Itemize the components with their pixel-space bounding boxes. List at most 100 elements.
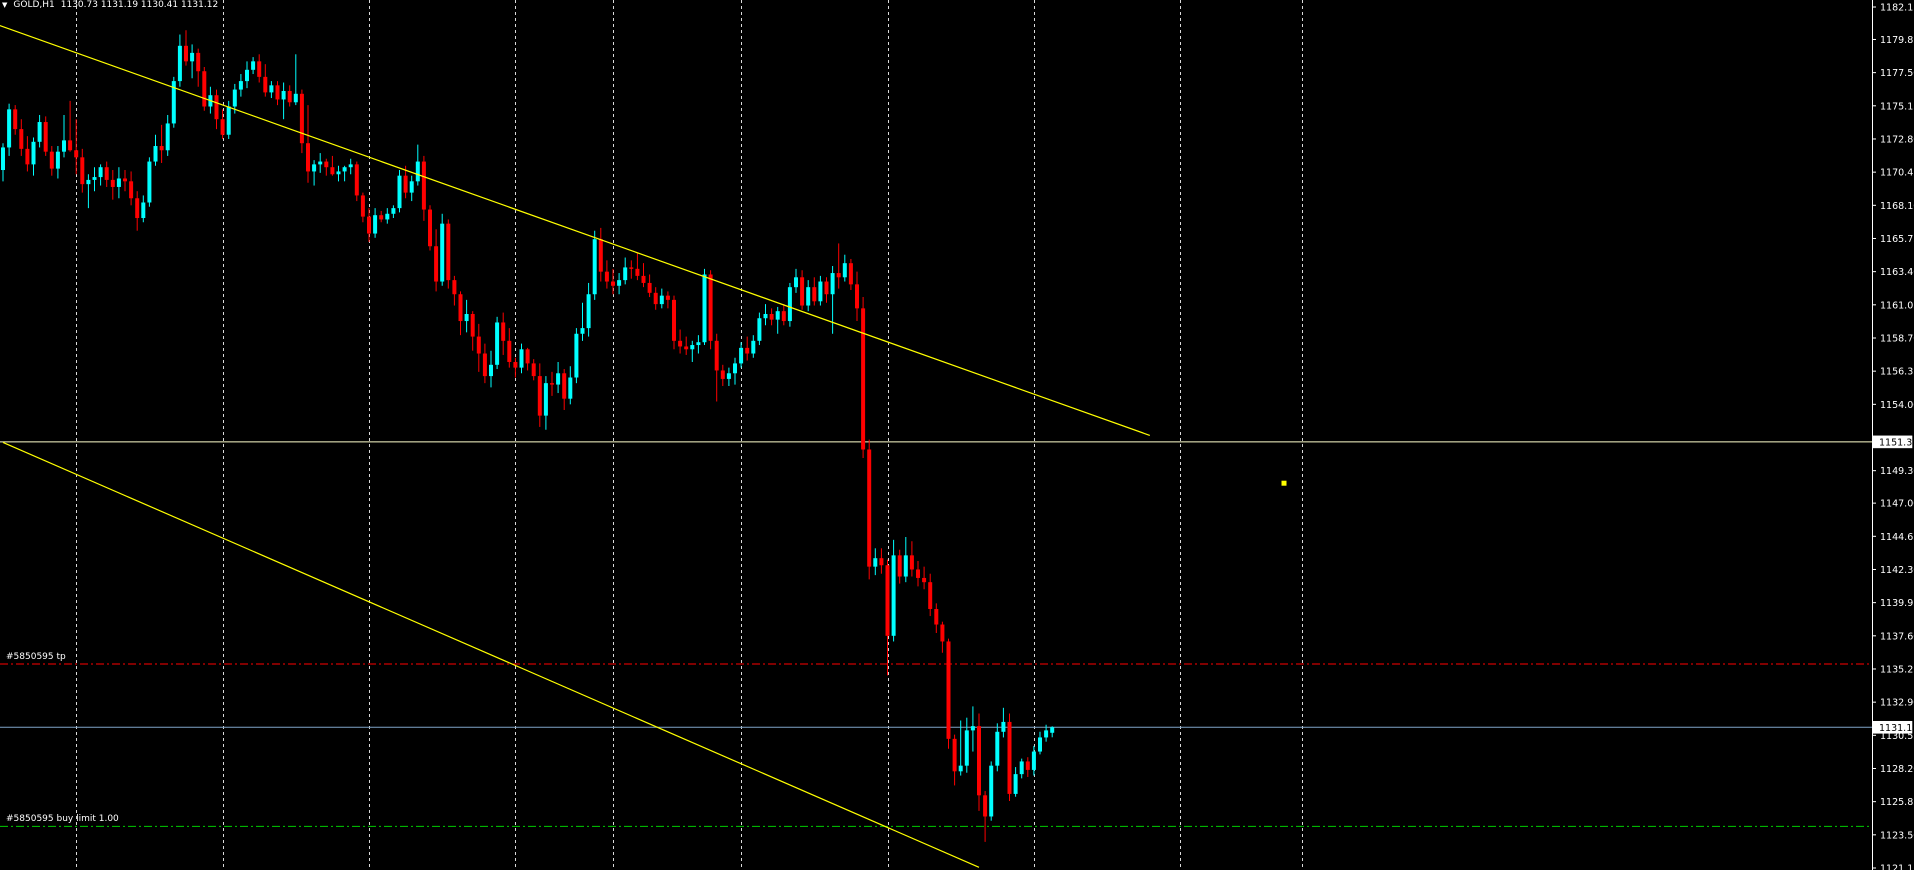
candle-body <box>769 313 774 320</box>
candle-body <box>489 364 493 377</box>
candle-body <box>385 213 390 220</box>
trendline-handle[interactable] <box>1281 480 1287 486</box>
candle-body <box>574 333 579 378</box>
candle-body <box>196 52 201 72</box>
candle <box>733 357 737 385</box>
candle-body <box>220 119 225 135</box>
candle <box>214 89 219 130</box>
candle <box>763 304 768 326</box>
candle-body <box>1007 721 1012 794</box>
candle-body <box>873 558 878 567</box>
price-axis[interactable]: 1182.15 1179.85 1177.50 1175.15 1172.80 1170.… <box>1872 0 1914 870</box>
candle <box>391 205 396 219</box>
candle-body <box>775 311 780 320</box>
candle-body <box>617 280 622 286</box>
candle-body <box>452 280 457 295</box>
candle-body <box>171 81 176 124</box>
candle <box>19 119 24 156</box>
candle-body <box>13 109 18 130</box>
candle <box>379 210 384 223</box>
candle <box>659 288 664 309</box>
candle <box>110 170 115 200</box>
candle <box>403 165 408 199</box>
candle-body <box>80 157 85 185</box>
candle-body <box>104 167 109 180</box>
candle-body <box>598 239 603 272</box>
candle-body <box>421 161 426 210</box>
candle <box>702 268 707 346</box>
candle <box>977 713 981 811</box>
buy-limit-label: #5850595 buy limit 1.00 <box>6 814 119 825</box>
candle-body <box>830 273 835 295</box>
candle <box>275 81 280 106</box>
candle <box>293 54 298 106</box>
candle <box>897 549 902 584</box>
candle-body <box>977 726 981 796</box>
candle <box>1 143 5 182</box>
candle <box>147 157 152 207</box>
candle-body <box>672 299 676 341</box>
candle <box>428 205 432 251</box>
candle-body <box>970 726 975 731</box>
candle <box>202 66 207 111</box>
lower-channel-line[interactable] <box>2 441 980 868</box>
candle-body <box>733 363 737 374</box>
candle <box>848 258 853 291</box>
candle <box>775 306 780 334</box>
candle <box>397 170 402 213</box>
candle-body <box>647 282 652 293</box>
candle <box>31 137 36 176</box>
candle <box>958 720 963 776</box>
candle-body <box>153 146 158 162</box>
candle <box>330 155 335 176</box>
candle <box>989 761 994 821</box>
price-tick-label: 1156.35 <box>1880 367 1914 378</box>
ohlc-readout: 1130.73 1131.19 1130.41 1131.12 <box>60 0 219 10</box>
candle <box>287 85 292 107</box>
candle-body <box>92 177 97 180</box>
candle-body <box>1013 774 1018 794</box>
candle-body <box>116 178 121 187</box>
candle <box>940 621 945 653</box>
candle <box>696 335 701 354</box>
price-tick-label: 1172.80 <box>1880 134 1914 145</box>
trendlines[interactable] <box>0 1 1287 868</box>
candle-body <box>360 195 365 217</box>
candle-body <box>214 95 219 120</box>
candle <box>800 270 805 310</box>
candle <box>43 116 48 156</box>
candle-body <box>909 555 914 570</box>
candle <box>318 153 323 173</box>
candle <box>141 195 146 223</box>
candle <box>165 114 170 156</box>
candle-body <box>507 340 512 362</box>
candle-body <box>232 89 237 107</box>
candle <box>464 299 469 333</box>
candle <box>153 134 158 166</box>
candle-body <box>696 342 701 346</box>
candle-body <box>1031 751 1036 770</box>
candle-body <box>403 175 408 193</box>
candle <box>970 706 975 752</box>
candle-body <box>476 336 481 354</box>
candle <box>220 109 225 139</box>
candle <box>726 367 731 386</box>
upper-channel-line[interactable] <box>0 1 1151 436</box>
candle <box>446 219 451 289</box>
candle-body <box>916 569 920 578</box>
candle <box>568 366 573 405</box>
candle <box>678 329 683 354</box>
candle <box>306 105 310 183</box>
chevron-down-icon[interactable]: ▼ <box>2 1 8 9</box>
candle-body <box>568 377 573 399</box>
candle-body <box>903 555 908 577</box>
candle <box>1031 745 1036 776</box>
hline-price-marker-text: 1151.34 <box>1879 437 1914 448</box>
candle <box>574 328 579 384</box>
candle <box>1044 724 1049 742</box>
candle <box>1013 767 1018 797</box>
candle <box>653 287 658 310</box>
price-tick-label: 1130.55 <box>1880 731 1914 742</box>
